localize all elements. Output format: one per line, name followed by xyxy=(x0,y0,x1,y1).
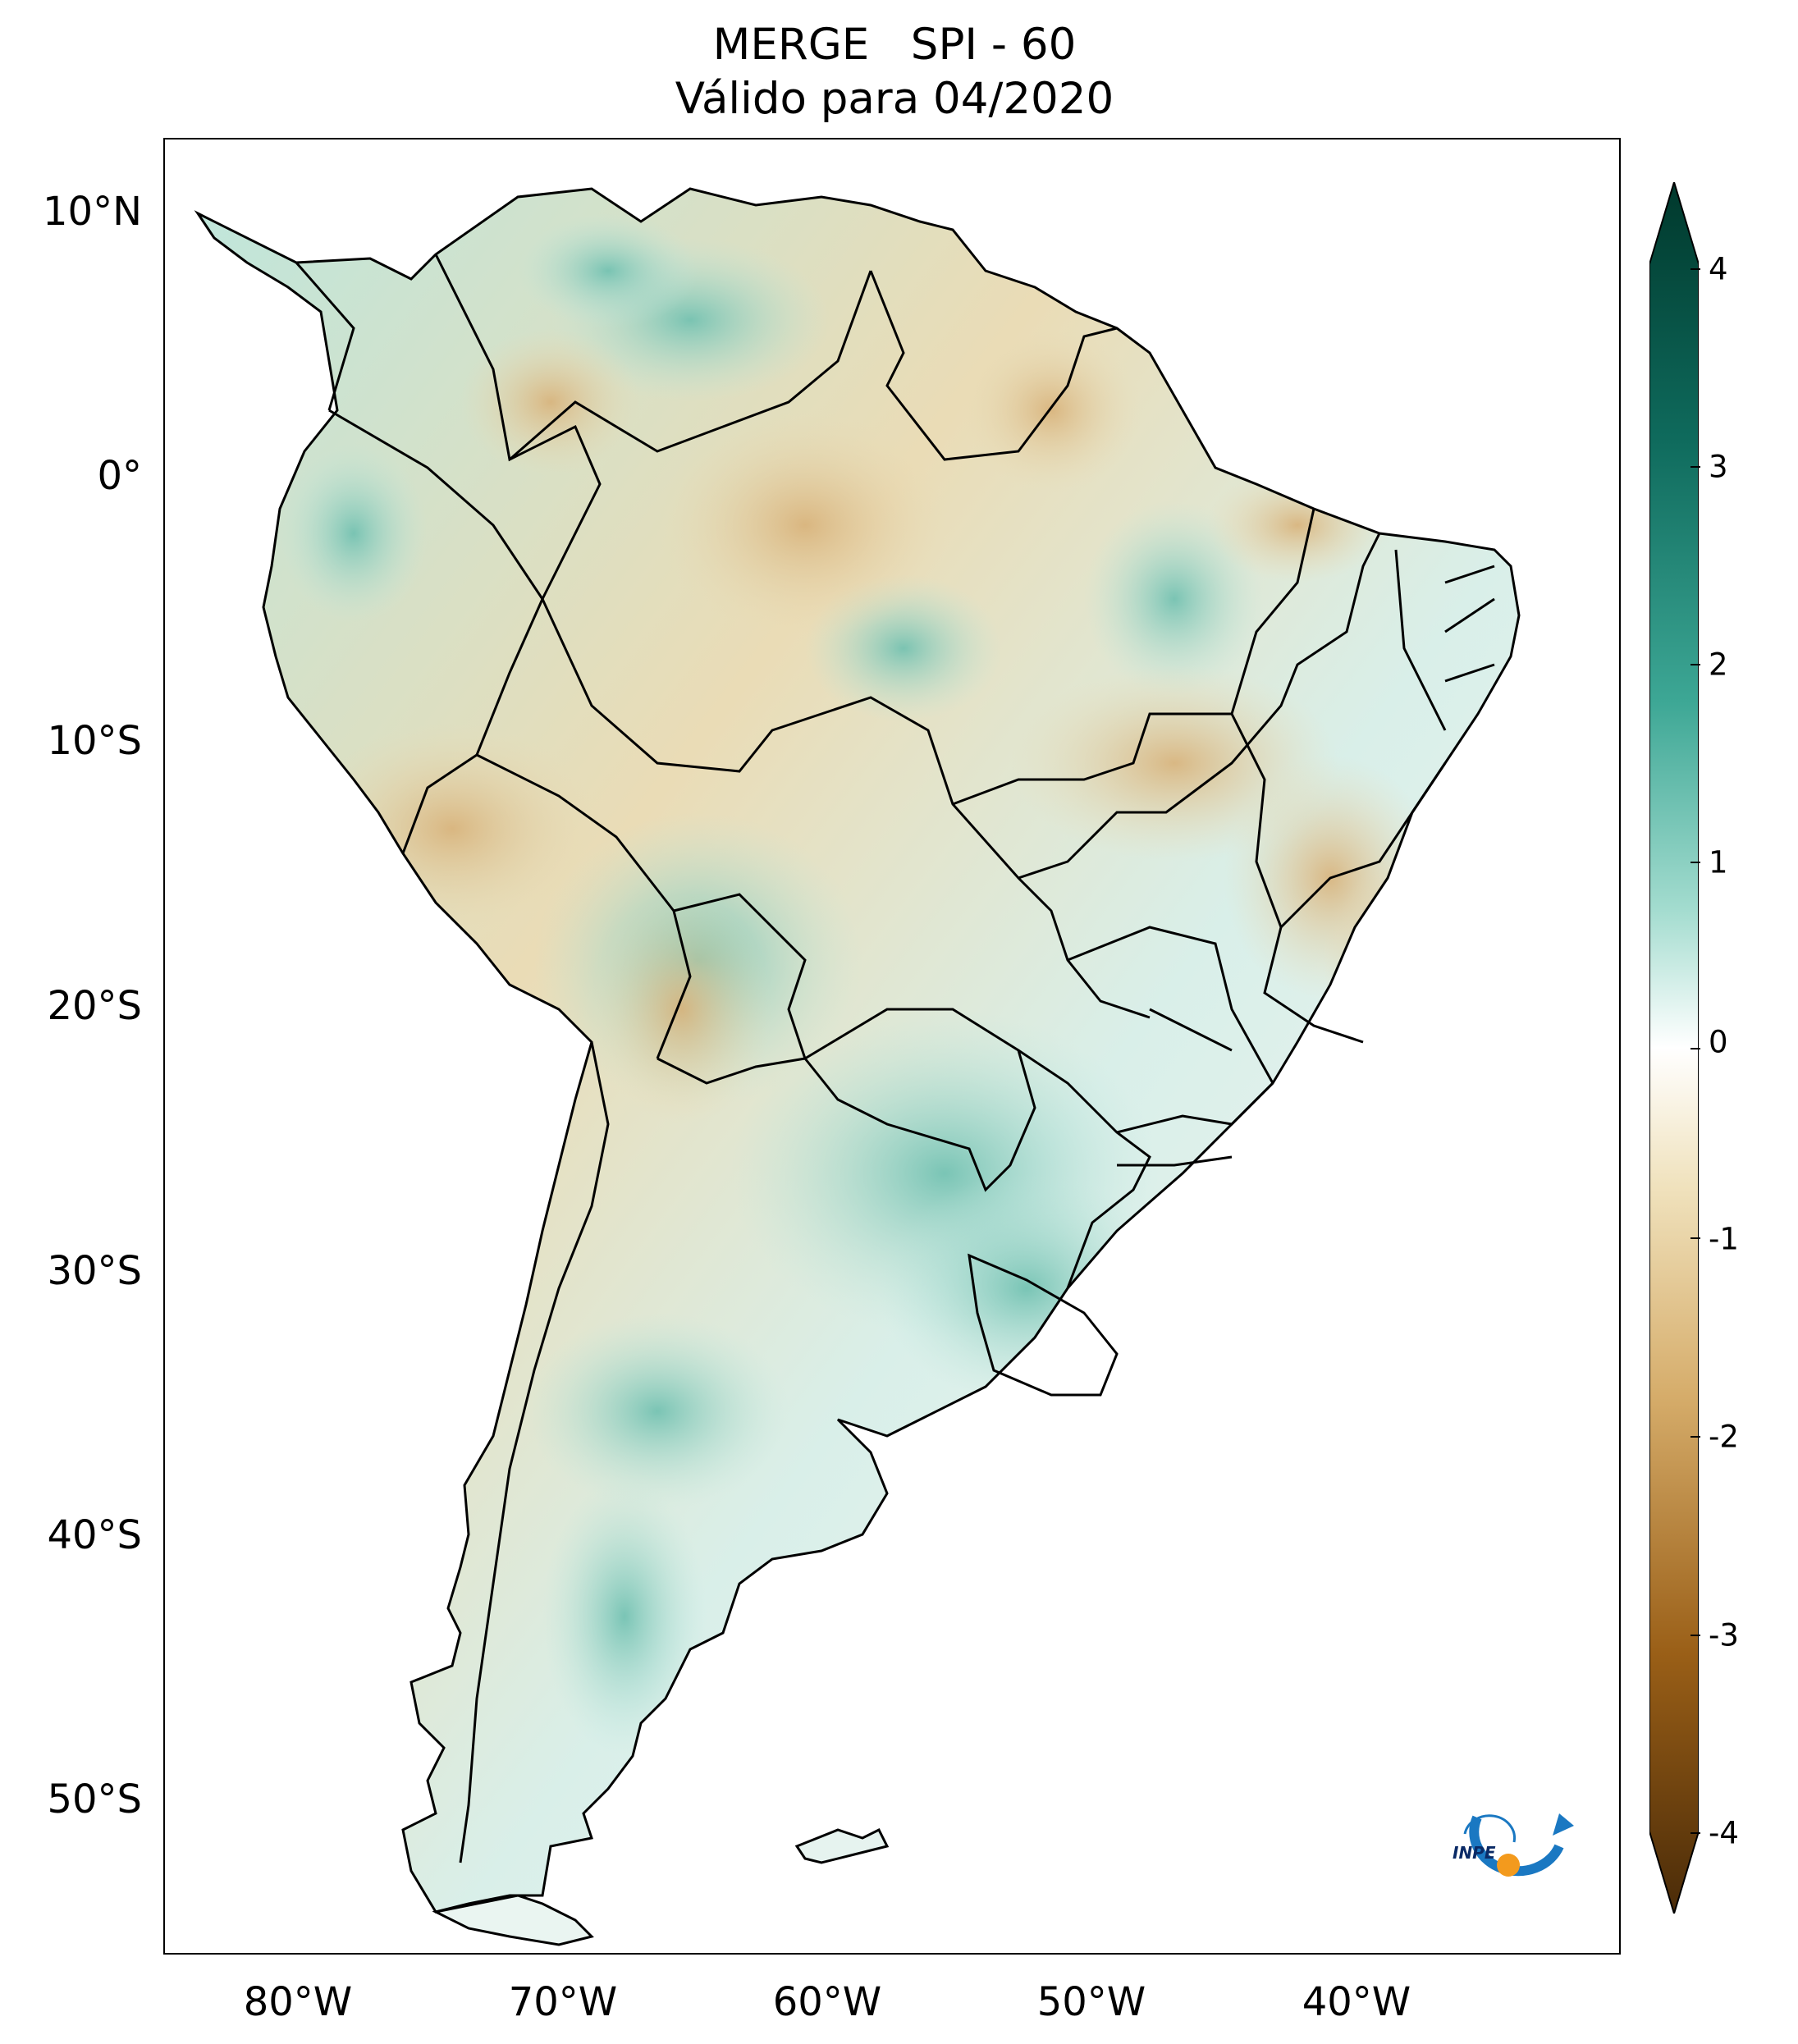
lat-label-0: 0° xyxy=(97,453,142,499)
title-line-2: Válido para 04/2020 xyxy=(675,74,1114,124)
colorbar-tick-2: 2 xyxy=(1709,647,1728,683)
colorbar-tick-neg4: -4 xyxy=(1709,1815,1739,1851)
colorbar xyxy=(1649,182,1699,1914)
lat-label-20s: 20°S xyxy=(47,983,142,1029)
lat-label-50s: 50°S xyxy=(47,1776,142,1822)
south-america-map xyxy=(196,187,1521,1946)
lon-label-80w: 80°W xyxy=(243,1979,353,2025)
svg-text:INPE: INPE xyxy=(1453,1843,1496,1863)
map-panel xyxy=(163,138,1621,1955)
colorbar-tick-3: 3 xyxy=(1709,449,1728,485)
lon-label-40w: 40°W xyxy=(1302,1979,1411,2025)
lat-label-30s: 30°S xyxy=(47,1248,142,1294)
lat-label-10s: 10°S xyxy=(47,718,142,764)
map-title: MERGE SPI - 60 Válido para 04/2020 xyxy=(164,18,1625,126)
colorbar-tick-neg3: -3 xyxy=(1709,1617,1739,1653)
lon-label-70w: 70°W xyxy=(508,1979,618,2025)
colorbar-tick-1: 1 xyxy=(1709,844,1728,880)
lon-label-60w: 60°W xyxy=(772,1979,882,2025)
colorbar-tick-neg1: -1 xyxy=(1709,1221,1739,1257)
colorbar-tick-0: 0 xyxy=(1709,1024,1728,1060)
lat-label-10n: 10°N xyxy=(43,189,142,235)
title-line-1: MERGE SPI - 60 xyxy=(712,20,1077,70)
colorbar-tick-neg2: -2 xyxy=(1709,1419,1739,1455)
inpe-logo: INPE xyxy=(1453,1813,1574,1877)
colorbar-tick-4: 4 xyxy=(1709,251,1728,287)
political-borders xyxy=(295,254,1495,1863)
lon-label-50w: 50°W xyxy=(1036,1979,1146,2025)
lat-label-40s: 40°S xyxy=(47,1512,142,1558)
